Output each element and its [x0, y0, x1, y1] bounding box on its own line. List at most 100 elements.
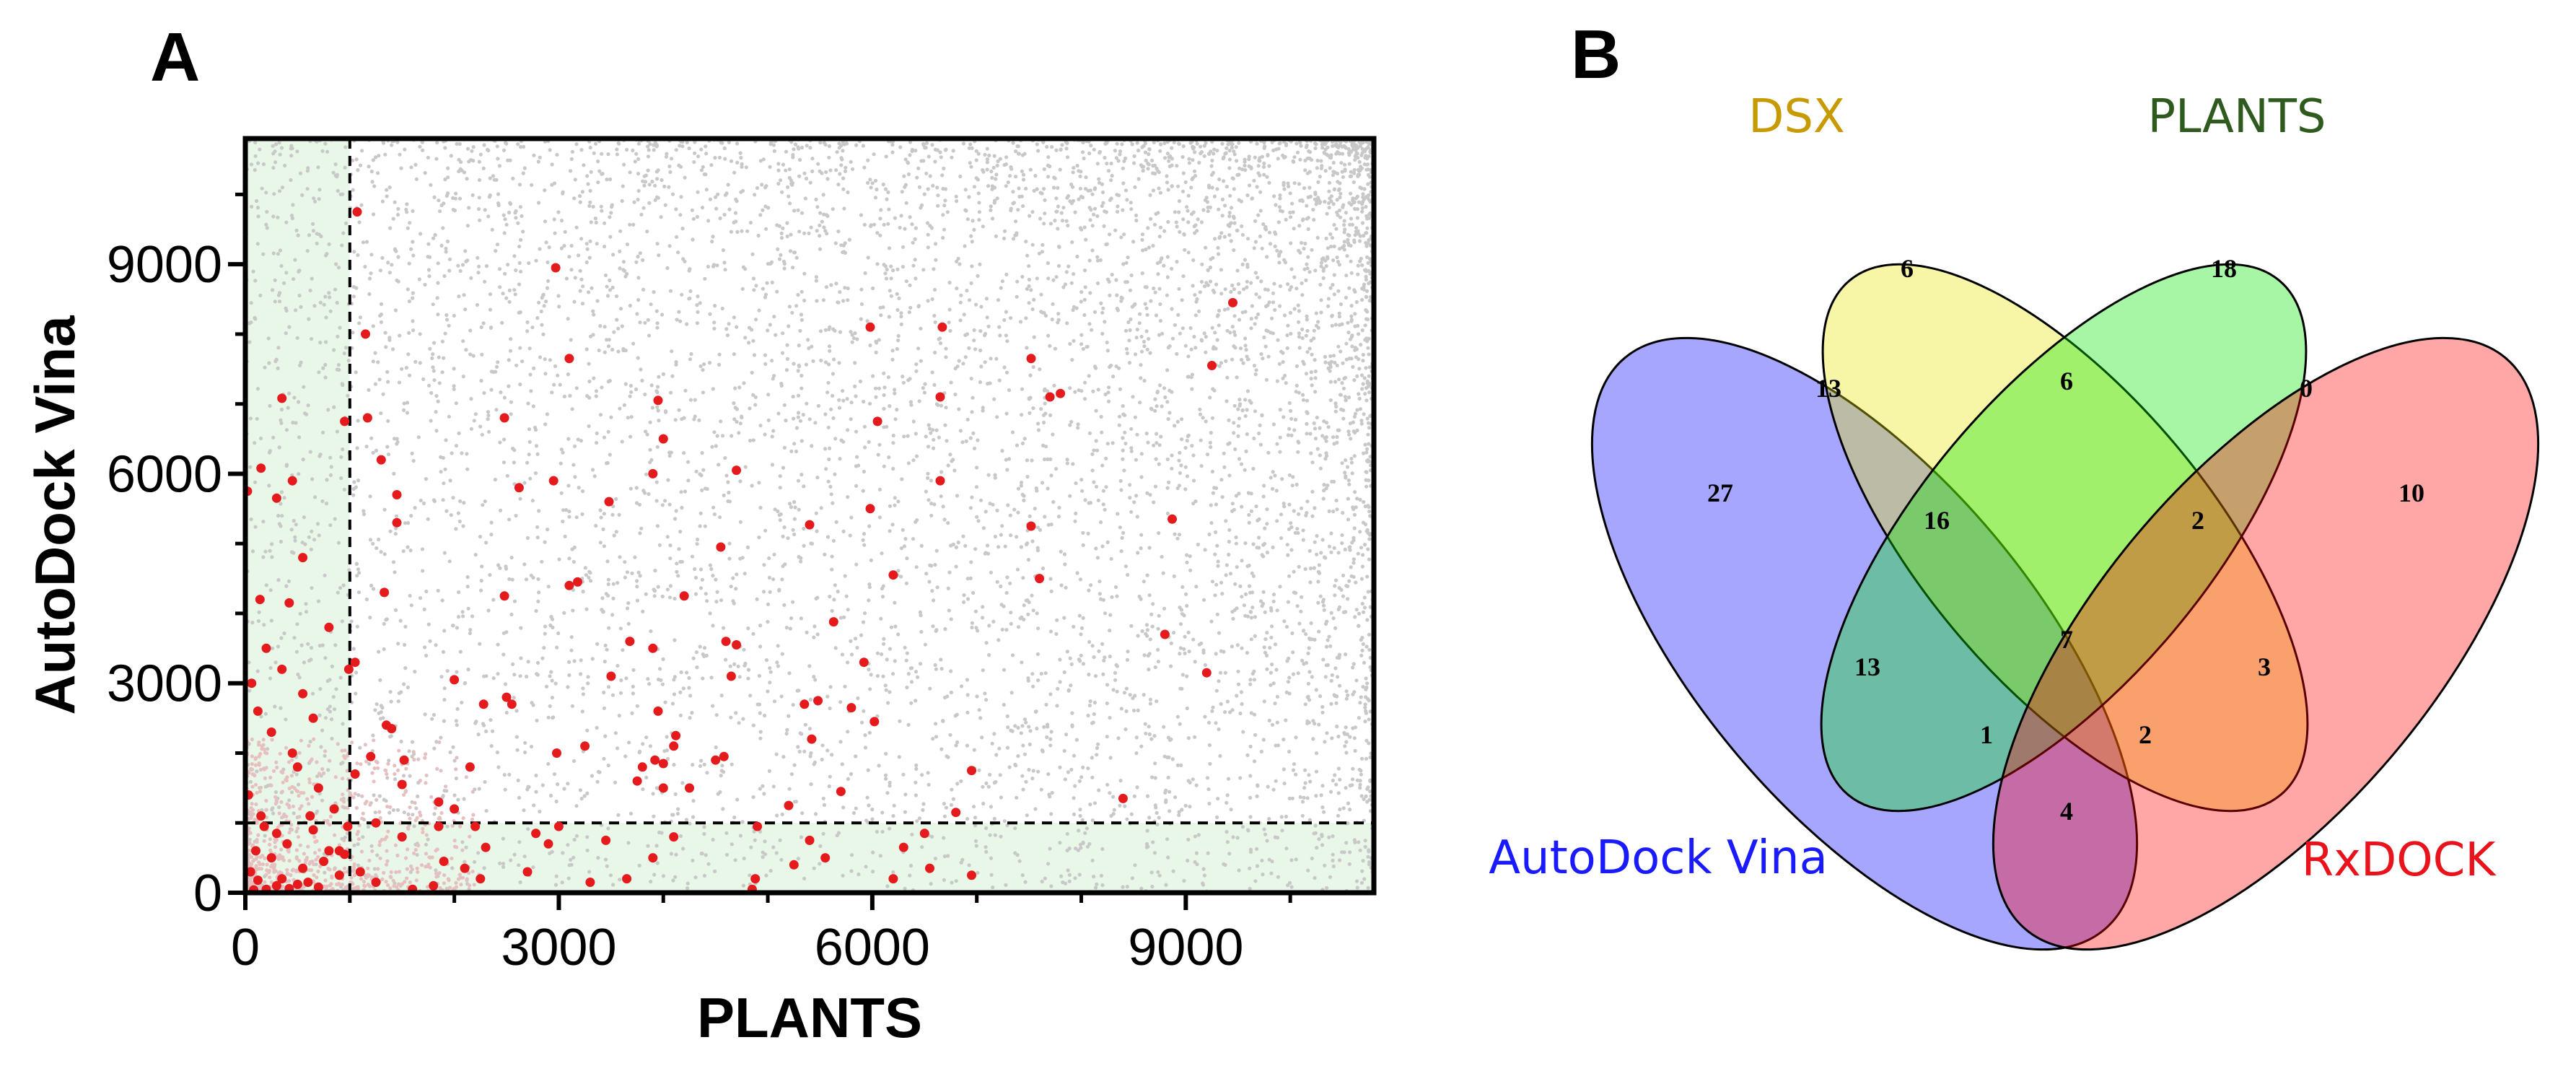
background-point: [999, 533, 1003, 537]
background-point: [432, 195, 437, 199]
background-point: [1367, 510, 1372, 514]
background-point: [527, 453, 531, 457]
background-point: [929, 226, 934, 230]
background-point: [1189, 185, 1193, 190]
background-point: [384, 345, 388, 349]
background-point: [1013, 851, 1017, 855]
background-point: [447, 323, 451, 328]
background-point: [1348, 735, 1352, 739]
background-point: [406, 352, 411, 357]
background-point: [507, 288, 512, 292]
background-point: [284, 271, 289, 275]
background-point: [708, 312, 712, 316]
background-point: [1016, 625, 1021, 629]
background-point: [1344, 458, 1348, 463]
background-point: [959, 860, 963, 865]
background-point: [1273, 473, 1277, 478]
background-point: [1013, 724, 1017, 728]
background-point: [635, 312, 639, 316]
background-point: [838, 172, 842, 176]
background-point: [1157, 816, 1161, 820]
background-point: [1329, 531, 1333, 536]
background-point: [1327, 180, 1331, 185]
background-point: [1005, 575, 1009, 580]
background-point: [1353, 312, 1357, 316]
background-point: [519, 269, 523, 274]
background-point: [714, 444, 718, 448]
background-point: [248, 465, 253, 469]
background-point: [733, 858, 737, 862]
background-point: [825, 535, 831, 539]
background-point: [636, 276, 641, 280]
background-point: [651, 792, 655, 796]
background-point: [787, 787, 792, 791]
background-point: [637, 502, 642, 507]
background-point: [1335, 363, 1339, 367]
background-point: [799, 318, 804, 322]
background-point: [868, 687, 872, 691]
background-point: [1239, 357, 1244, 362]
background-point: [711, 624, 715, 628]
background-point: [931, 737, 935, 741]
background-point: [501, 460, 507, 465]
background-point: [815, 476, 820, 480]
background-point: [1068, 494, 1072, 498]
background-point: [919, 203, 924, 207]
background-point: [562, 244, 566, 248]
background-point: [942, 166, 946, 171]
background-point: [491, 676, 496, 681]
background-point: [988, 381, 992, 385]
background-point: [1166, 346, 1170, 350]
background-point: [1056, 515, 1061, 519]
background-point: [1139, 886, 1144, 891]
background-point: [882, 263, 886, 267]
background-point: [660, 594, 665, 599]
background-point: [740, 162, 744, 166]
background-point: [1320, 843, 1325, 847]
background-point: [1141, 248, 1145, 253]
background-point: [1155, 404, 1159, 408]
background-point: [1063, 777, 1067, 782]
background-point: [702, 831, 706, 836]
background-point: [644, 775, 649, 779]
background-point: [498, 285, 502, 289]
background-point: [665, 266, 670, 271]
background-point: [1360, 636, 1364, 640]
background-point: [761, 855, 765, 860]
background-point: [1232, 248, 1236, 253]
background-point: [522, 166, 527, 170]
background-point: [284, 584, 289, 588]
background-point: [1275, 720, 1279, 725]
background-point: [581, 284, 585, 289]
background-point: [1100, 544, 1105, 548]
background-point: [551, 625, 555, 630]
background-point: [1193, 174, 1198, 178]
background-point: [516, 142, 520, 147]
background-point: [955, 287, 959, 291]
background-point: [1100, 883, 1105, 888]
background-point: [1081, 346, 1085, 351]
background-point: [1353, 748, 1357, 753]
background-point: [1326, 255, 1330, 259]
background-point: [1351, 561, 1356, 565]
background-point: [380, 199, 385, 204]
background-point: [1002, 819, 1007, 823]
background-point: [638, 749, 642, 753]
background-point: [895, 408, 899, 412]
background-point: [1291, 210, 1295, 214]
background-point: [1259, 279, 1263, 284]
background-point: [775, 289, 779, 294]
background-point: [835, 150, 839, 154]
background-point: [1200, 262, 1204, 266]
background-point: [986, 184, 991, 188]
background-point: [1190, 387, 1194, 391]
background-point: [352, 250, 356, 254]
background-point: [1140, 165, 1144, 169]
background-point: [1028, 729, 1033, 733]
background-point: [599, 204, 603, 209]
background-point: [1105, 735, 1109, 739]
background-point: [1092, 480, 1096, 484]
background-point: [701, 652, 705, 657]
background-point: [331, 695, 336, 699]
background-point: [1058, 841, 1062, 845]
